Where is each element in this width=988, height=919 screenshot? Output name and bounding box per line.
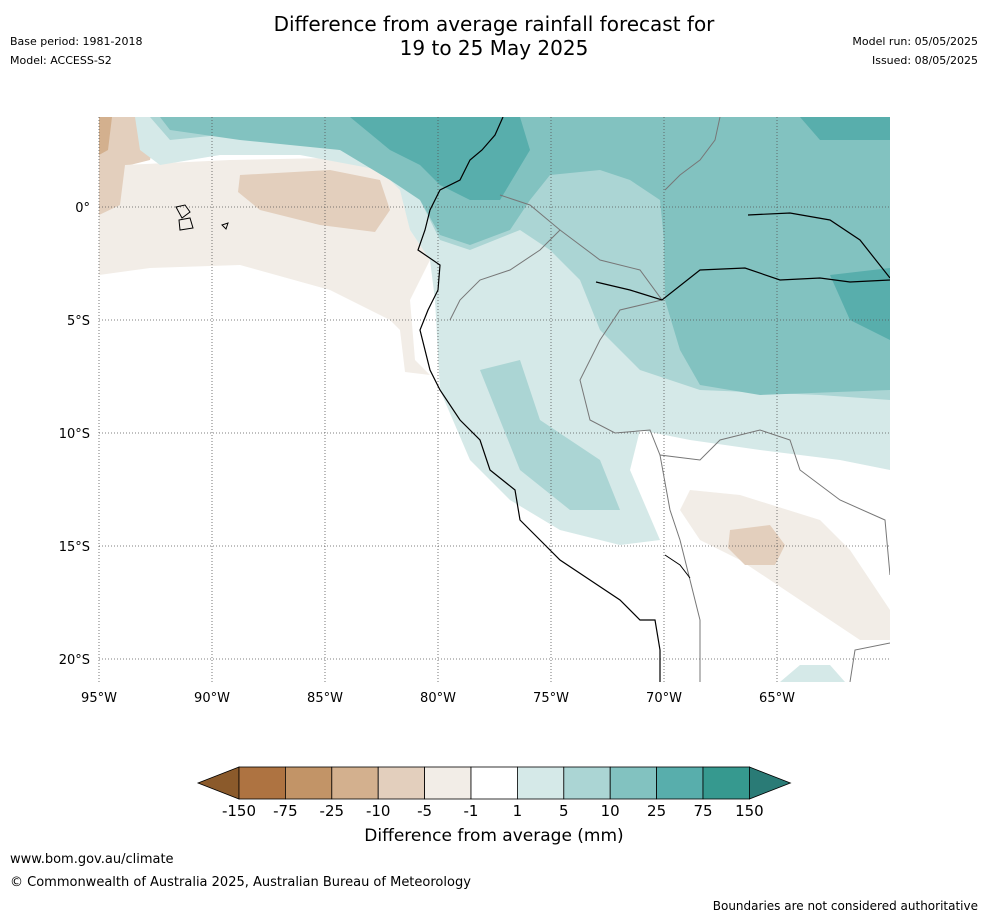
- lon-tick-label: 85°W: [307, 691, 343, 706]
- colorbar-tick-label: -5: [417, 802, 432, 820]
- colorbar-box: [563, 766, 611, 800]
- colorbar-box: [238, 766, 286, 800]
- colorbar-tick-labels: -150 -75 -25 -10 -5 -1 1 5 10 25 75 150: [222, 802, 764, 820]
- map-fill-layer: [99, 117, 890, 682]
- lon-tick-label: 90°W: [194, 691, 230, 706]
- colorbar-box: [656, 766, 704, 800]
- colorbar-boxes: [196, 766, 792, 800]
- chart-title: Difference from average rainfall forecas…: [0, 12, 988, 60]
- model-text: Model: ACCESS-S2: [10, 54, 112, 67]
- colorbar-tick-label: -150: [222, 802, 256, 820]
- border-ecuador-peru: [449, 194, 561, 321]
- lat-tick-label: 0°: [75, 201, 90, 216]
- colorbar-tick-label: -1: [464, 802, 479, 820]
- colorbar-tick-label: -10: [366, 802, 391, 820]
- rio-negro: [747, 212, 890, 279]
- meta-right: Model run: 05/05/2025 Issued: 08/05/2025: [852, 32, 978, 70]
- gridlines: [98, 117, 890, 682]
- lon-tick-label: 70°W: [646, 691, 682, 706]
- region-wet-light-south: [780, 665, 845, 682]
- colorbar-box: [377, 766, 426, 800]
- lon-tick-label: 80°W: [420, 691, 456, 706]
- border-colombia: [664, 117, 721, 191]
- colorbar-tick-label: 10: [601, 802, 620, 820]
- latitude-labels: 0° 5°S 10°S 15°S 20°S: [59, 201, 90, 668]
- footer-copyright: © Commonwealth of Australia 2025, Austra…: [10, 875, 471, 890]
- colorbar-extend-low: [196, 766, 240, 800]
- lat-tick-label: 10°S: [59, 427, 90, 442]
- colorbar-tick-label: 1: [513, 802, 523, 820]
- colorbar-tick-label: -75: [273, 802, 298, 820]
- amazon-river: [595, 267, 890, 301]
- border-bolivia-chile: [659, 454, 701, 682]
- colorbar-tick-label: 150: [735, 802, 764, 820]
- lat-tick-label: 5°S: [67, 314, 90, 329]
- lon-tick-label: 95°W: [81, 691, 117, 706]
- region-wet-high-ne: [800, 117, 890, 140]
- region-neg-med-ocean: [238, 170, 390, 232]
- colorbar-box: [517, 766, 565, 800]
- region-neg-small-interior: [680, 490, 890, 640]
- lat-tick-label: 20°S: [59, 653, 90, 668]
- title-line-1: Difference from average rainfall forecas…: [273, 12, 715, 36]
- colorbar-box: [470, 766, 518, 800]
- region-dry-corner: [99, 117, 112, 155]
- galapagos-island-small: [221, 222, 229, 230]
- meta-left: Base period: 1981-2018 Model: ACCESS-S2: [10, 32, 142, 70]
- colorbar-box: [331, 766, 379, 800]
- colorbar-label: Difference from average (mm): [364, 826, 624, 846]
- issued-text: Issued: 08/05/2025: [871, 54, 978, 67]
- lake-titicaca: [664, 554, 691, 579]
- colorbar-box: [284, 766, 333, 800]
- base-period-text: Base period: 1981-2018: [10, 35, 143, 48]
- title-line-2: 19 to 25 May 2025: [399, 36, 589, 60]
- colorbar-box: [424, 766, 472, 800]
- lon-tick-label: 65°W: [759, 691, 795, 706]
- region-neg-med-interior: [728, 525, 785, 565]
- colorbar-box: [702, 766, 750, 800]
- lon-tick-label: 75°W: [533, 691, 569, 706]
- lat-tick-label: 15°S: [59, 540, 90, 555]
- region-wet-high-nw: [350, 117, 530, 200]
- colorbar-tick-label: 75: [693, 802, 712, 820]
- colorbar-box: [609, 766, 658, 800]
- boundaries-layer: [175, 117, 890, 682]
- galapagos-islands: [175, 204, 194, 231]
- model-run-text: Model run: 05/05/2025: [852, 35, 978, 48]
- footer-url[interactable]: www.bom.gov.au/climate: [10, 852, 174, 867]
- region-wet-moderate-amazon: [663, 170, 890, 395]
- longitude-labels: 95°W 90°W 85°W 80°W 75°W 70°W 65°W: [81, 691, 795, 706]
- coastline: [417, 117, 661, 682]
- footer-note: Boundaries are not considered authoritat…: [712, 899, 978, 913]
- border-paraguay: [849, 642, 890, 682]
- colorbar-extend-high: [749, 766, 792, 800]
- colorbar-tick-label: -25: [320, 802, 345, 820]
- region-wet-high-east: [830, 268, 890, 340]
- region-wet-low-inland: [480, 360, 620, 510]
- colorbar-tick-label: 25: [647, 802, 666, 820]
- colorbar-tick-label: 5: [559, 802, 569, 820]
